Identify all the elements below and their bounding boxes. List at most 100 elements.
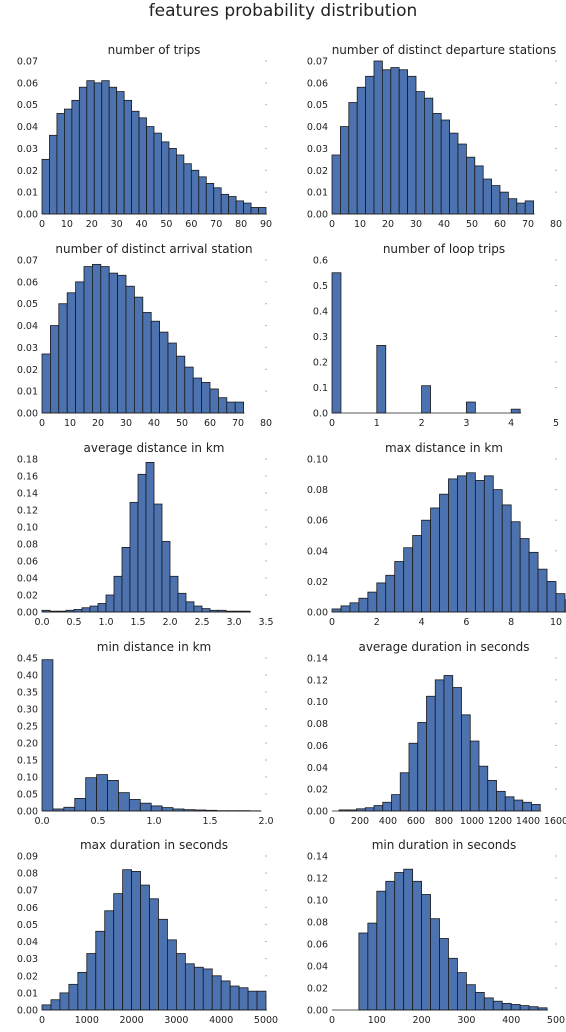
panel-0: number of trips 0.00 0.01 0.02 0.03 0.04 0.05 0… [17, 43, 272, 230]
y-tick-mark [555, 104, 557, 106]
histogram-bar [348, 102, 358, 215]
y-tick-label: 0.07 [17, 256, 38, 267]
y-tick-label: 0.14 [307, 852, 328, 863]
histogram-bar [137, 473, 147, 613]
y-tick-label: 0.10 [307, 697, 328, 708]
histogram-bar [83, 266, 93, 414]
panel-6: min distance in km 0.00 0.05 0.10 0.15 0.20 0.… [17, 640, 274, 827]
x-tick-label: 400 [379, 816, 397, 827]
y-tick-label: 0.01 [17, 188, 38, 199]
y-tick-label: 0.05 [17, 299, 38, 310]
x-tick-label: 50 [176, 418, 188, 429]
histogram-bar [66, 292, 76, 414]
y-tick-mark [555, 657, 557, 659]
y-tick-mark [265, 60, 267, 62]
histogram-bar [146, 126, 155, 215]
histogram-bar [131, 871, 141, 1011]
y-tick-mark [265, 906, 267, 908]
histogram-bar [97, 603, 107, 613]
histogram-bar [86, 80, 95, 215]
histogram-bar [519, 1005, 530, 1011]
histogram-bar [385, 574, 396, 613]
x-tick-label: 2000 [120, 1015, 144, 1026]
histogram-bar [41, 158, 50, 215]
y-tick-mark [555, 723, 557, 725]
histogram-bar [465, 472, 476, 613]
histogram-bar [391, 794, 401, 812]
y-tick-label: 0.04 [17, 937, 38, 948]
x-tick-label: 1000 [460, 816, 484, 827]
histogram-bar [142, 312, 152, 414]
panel-title: min distance in km [97, 640, 212, 654]
histogram-bar [448, 478, 458, 613]
histogram-bar [41, 659, 54, 812]
histogram-bar [41, 1004, 52, 1011]
histogram-bar [217, 397, 228, 414]
histogram-bar [421, 519, 431, 613]
histogram-bar [461, 714, 471, 812]
x-tick-label: 4 [508, 418, 514, 429]
y-tick-label: 0.07 [17, 886, 38, 897]
histogram-bar [86, 953, 97, 1011]
y-tick-mark [555, 489, 557, 491]
y-tick-label: 0.15 [17, 756, 38, 767]
y-tick-label: 0.03 [17, 954, 38, 965]
histogram-bar [169, 575, 179, 613]
x-tick-label: 10 [354, 219, 366, 230]
histogram-bar [71, 99, 80, 215]
y-tick-mark [265, 793, 267, 795]
y-tick-mark [265, 855, 267, 857]
histogram-bar [478, 765, 489, 812]
x-tick-label: 4000 [209, 1015, 233, 1026]
histogram-bar [138, 117, 147, 215]
panel-4: average distance in km 0.00 0.02 0.04 0.06 0.… [17, 441, 274, 628]
x-tick-label: 1600 [544, 816, 566, 827]
histogram-bar [175, 355, 186, 414]
y-tick-mark [555, 285, 557, 286]
histogram-bar [408, 742, 419, 812]
histogram-bar [465, 401, 476, 414]
y-tick-label: 0.00 [17, 409, 38, 420]
histogram-bar [398, 69, 409, 215]
y-tick-mark [265, 368, 267, 370]
x-tick-label: 4 [419, 617, 425, 628]
y-tick-mark [265, 941, 267, 943]
histogram-bar [483, 475, 494, 613]
x-tick-label: 30 [120, 418, 132, 429]
panel-3: number of loop trips 0.0 0.1 0.2 0.3 0.4 0.5 0.… [313, 242, 559, 429]
histogram-bar [123, 99, 132, 215]
histogram-bar [105, 594, 115, 613]
y-tick-label: 0.35 [17, 688, 38, 699]
histogram-bar [524, 200, 535, 215]
histogram-bar [50, 999, 61, 1011]
histogram-bar [390, 67, 400, 215]
histogram-bar [190, 169, 200, 215]
histogram-bar [92, 263, 102, 414]
histogram-bar [81, 607, 91, 613]
histogram-bar [184, 366, 194, 414]
histogram-bar [74, 798, 87, 812]
panel-title: number of distinct arrival station [55, 242, 252, 256]
histogram-bar [104, 910, 115, 1011]
histogram-bar [528, 1006, 539, 1011]
y-tick-mark [555, 310, 557, 312]
histogram-bar [412, 880, 423, 1011]
histogram-bar [474, 480, 485, 613]
histogram-bar [150, 805, 163, 812]
y-tick-mark [265, 725, 267, 727]
histogram-bar [50, 325, 60, 414]
histogram-bar [531, 804, 541, 812]
histogram-bar [243, 202, 252, 215]
histogram-bar [247, 990, 258, 1011]
histogram-bar [145, 461, 155, 613]
histogram-bar [125, 285, 135, 414]
histogram-bar [68, 983, 79, 1011]
y-tick-mark [555, 336, 557, 337]
y-tick-label: 0.08 [307, 719, 328, 730]
histogram-bar [430, 918, 440, 1011]
x-tick-label: 800 [435, 816, 453, 827]
y-tick-label: 0.10 [307, 455, 328, 466]
histogram-bar [510, 521, 521, 613]
histogram-bar [349, 602, 360, 613]
histogram-bar [457, 475, 467, 613]
